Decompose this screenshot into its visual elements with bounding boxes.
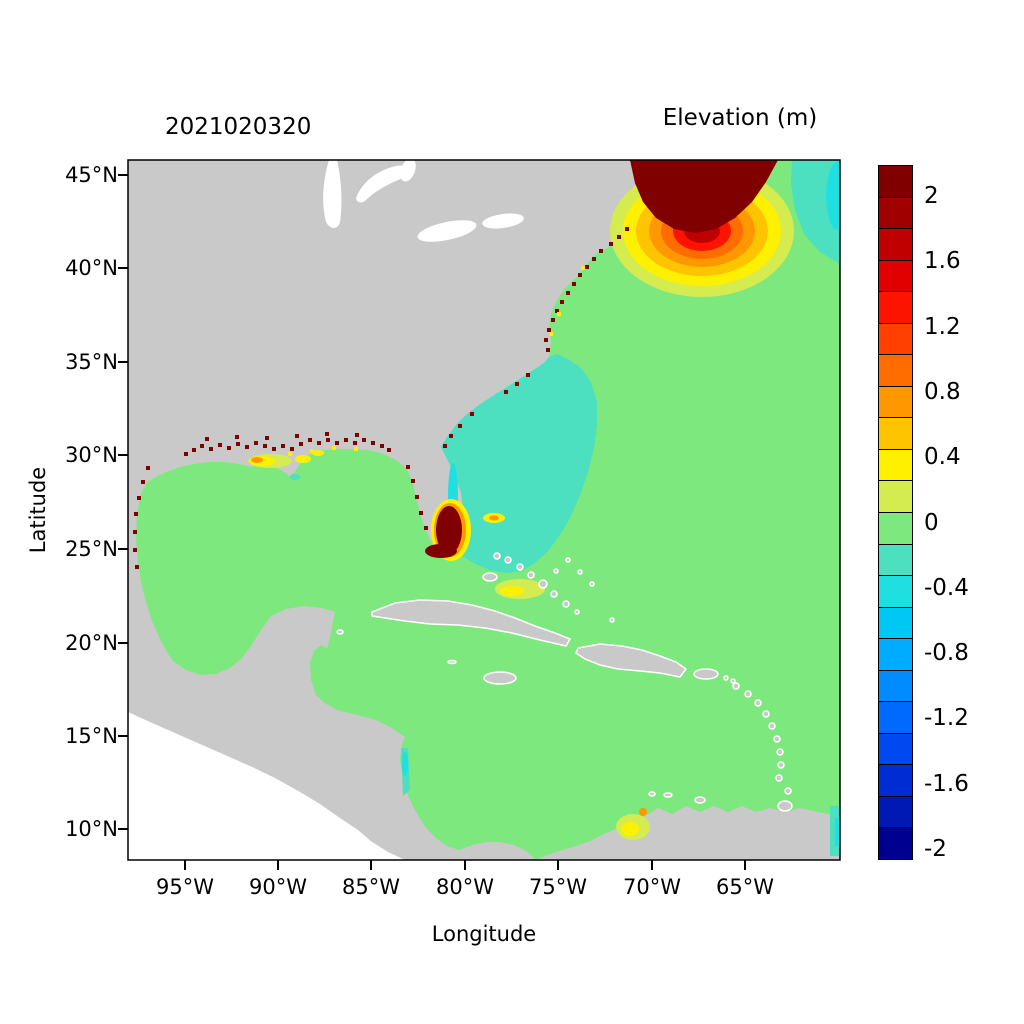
aruba — [648, 791, 656, 797]
y-tick-label: 20°N — [65, 631, 118, 655]
y-tick-label: 15°N — [65, 724, 118, 748]
southeast-shelf-anomaly — [441, 354, 597, 573]
x-tick-label: 80°W — [436, 875, 494, 899]
colorbar-cell — [879, 418, 912, 450]
y-tick-label: 40°N — [65, 256, 118, 280]
south-florida-hotspot — [425, 499, 505, 561]
right-edge-anomaly — [830, 806, 840, 856]
curacao — [663, 792, 673, 798]
colorbar-tick-label: -1.6 — [924, 770, 969, 797]
x-tick-label: 85°W — [342, 875, 400, 899]
x-tick-label: 75°W — [529, 875, 587, 899]
colorbar-cell — [879, 355, 912, 387]
colorbar-cell — [879, 607, 912, 640]
colorbar-cell — [879, 576, 912, 608]
colorbar-tick-label: 2 — [924, 183, 939, 209]
colorbar-tick-label: -1.2 — [924, 705, 969, 732]
x-tick-labels: 95°W 90°W 85°W 80°W 75°W 70°W 65°W — [0, 874, 1024, 904]
colorbar-cell — [879, 386, 912, 419]
colorbar-cell — [879, 197, 912, 230]
lake-huron — [356, 165, 409, 203]
cuba — [371, 599, 572, 647]
colorbar — [878, 165, 913, 860]
map-layers — [128, 160, 840, 860]
y-tick-label: 45°N — [65, 163, 118, 187]
x-tick-label: 70°W — [623, 875, 681, 899]
louisiana-coast-anomaly — [248, 450, 324, 480]
colorbar-tick-label: 0 — [924, 509, 939, 536]
colorbar-cell — [879, 166, 912, 198]
colorbar-tick-label: -0.4 — [924, 574, 969, 601]
colorbar-cell — [879, 260, 912, 293]
colorbar-cell — [879, 639, 912, 671]
x-axis-ticks — [184, 860, 746, 870]
puerto-rico — [693, 668, 719, 680]
x-tick-label: 90°W — [249, 875, 307, 899]
colorbar-cell — [879, 733, 912, 766]
colorbar-cell — [879, 670, 912, 703]
colorbar-cell — [879, 702, 912, 734]
colorbar-labels: 2 1.6 1.2 0.8 0.4 0 -0.4 -0.8 -1.2 -1.6 -2 — [924, 0, 1014, 1024]
y-tick-label: 10°N — [65, 817, 118, 841]
y-tick-labels: 45°N 40°N 35°N 30°N 25°N 20°N 15°N 10°N — [0, 0, 130, 1024]
colorbar-tick-label: 0.8 — [924, 378, 961, 405]
colorbar-title: Elevation (m) — [662, 105, 818, 131]
colorbar-tick-label: 1.2 — [924, 313, 961, 340]
x-tick-label: 95°W — [156, 875, 214, 899]
gulf-of-maine-core — [630, 160, 778, 233]
y-tick-label: 35°N — [65, 350, 118, 374]
lake-michigan — [323, 160, 342, 228]
cozumel — [336, 629, 344, 635]
colorbar-cell — [879, 323, 912, 356]
colorbar-cell — [879, 544, 912, 577]
andros — [482, 572, 498, 582]
colorbar-tick-label: 1.6 — [924, 248, 961, 275]
colorbar-cell — [879, 796, 912, 829]
colorbar-cell — [879, 828, 912, 860]
colorbar-tick-label: -0.8 — [924, 640, 969, 667]
shoreline-speckles-dark-red — [133, 227, 629, 569]
x-axis-label: Longitude — [431, 922, 537, 946]
cayman — [447, 659, 457, 665]
colorbar-cell — [879, 481, 912, 514]
nicaragua-shelf-anomaly — [401, 748, 410, 796]
y-tick-label: 30°N — [65, 443, 118, 467]
colorbar-tick-label: -2 — [924, 836, 947, 862]
northeast-corner-cyan — [826, 162, 840, 230]
bahama-bank-anomaly — [495, 579, 545, 599]
colorbar-tick-label: 0.4 — [924, 444, 961, 471]
gulf-of-maine-hotspot — [610, 160, 794, 297]
colorbar-cell — [879, 292, 912, 324]
georgian-bay — [400, 160, 416, 182]
lake-erie — [417, 220, 477, 242]
shoreline-speckles-yellow — [288, 266, 585, 456]
colorbar-cell — [879, 449, 912, 482]
margarita — [694, 796, 706, 804]
lake-ontario — [482, 213, 524, 229]
pacific-outside-domain — [128, 712, 405, 860]
islands — [336, 552, 793, 812]
x-tick-label: 65°W — [716, 875, 774, 899]
y-axis-ticks — [118, 174, 128, 830]
venezuela-coast-anomaly — [616, 808, 650, 840]
colorbar-cell — [879, 229, 912, 261]
plot-frame — [127, 159, 841, 861]
y-tick-label: 25°N — [65, 537, 118, 561]
timestamp-title: 2021020320 — [165, 114, 312, 140]
hispaniola — [575, 643, 688, 678]
colorbar-cell — [879, 765, 912, 797]
trinidad — [777, 800, 793, 812]
jamaica — [483, 671, 517, 685]
colorbar-cell — [879, 513, 912, 545]
great-lakes — [323, 160, 524, 242]
